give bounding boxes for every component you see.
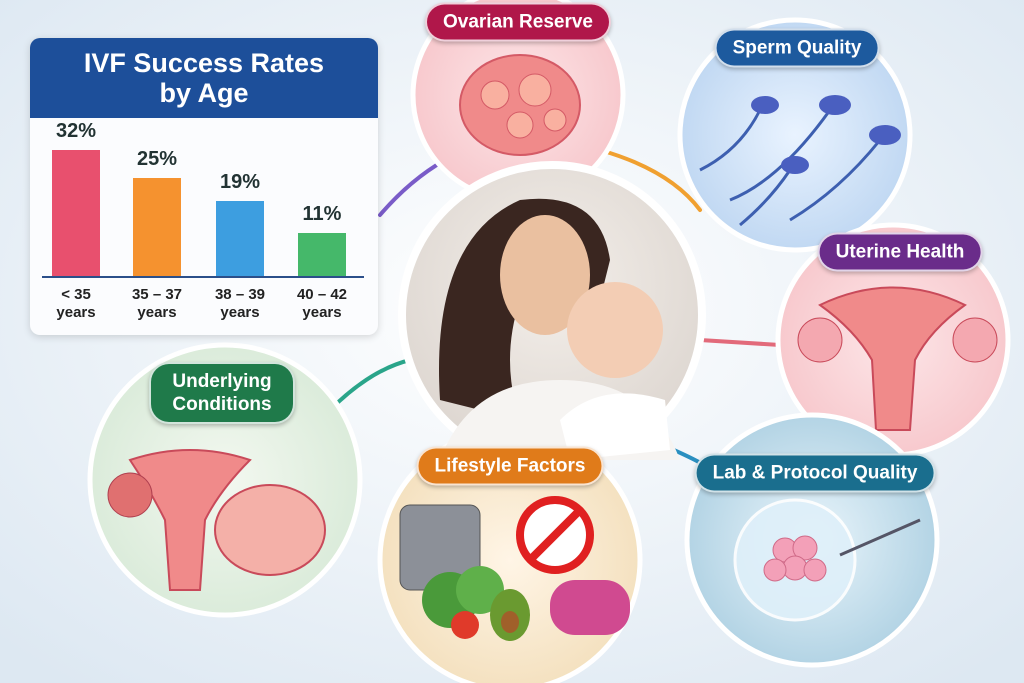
topic-label: Lab & Protocol Quality: [694, 453, 936, 493]
bar: [216, 201, 264, 276]
topic-label: Lifestyle Factors: [416, 446, 604, 486]
x-tick-label: 40 – 42 years: [296, 286, 348, 321]
topic-label: Underlying Conditions: [149, 362, 295, 424]
bar: [52, 150, 100, 276]
x-tick-label: < 35 years: [56, 286, 96, 321]
topic-label: Uterine Health: [817, 232, 983, 272]
value-label: 32%: [55, 120, 97, 143]
x-tick-label: 38 – 39 years: [214, 286, 266, 321]
x-tick-label: 35 – 37 years: [131, 286, 183, 321]
bar: [298, 232, 346, 276]
chart-panel: IVF Success Rates by Age 32% < 35 years 25…: [30, 38, 378, 335]
topic-label: Sperm Quality: [714, 28, 880, 68]
chart-title: IVF Success Rates by Age: [30, 38, 378, 118]
value-label: 19%: [219, 171, 261, 194]
bar: [133, 177, 181, 276]
topic-label: Ovarian Reserve: [425, 2, 611, 42]
value-label: 25%: [136, 147, 178, 170]
x-axis: [42, 276, 364, 278]
value-label: 11%: [302, 202, 342, 225]
